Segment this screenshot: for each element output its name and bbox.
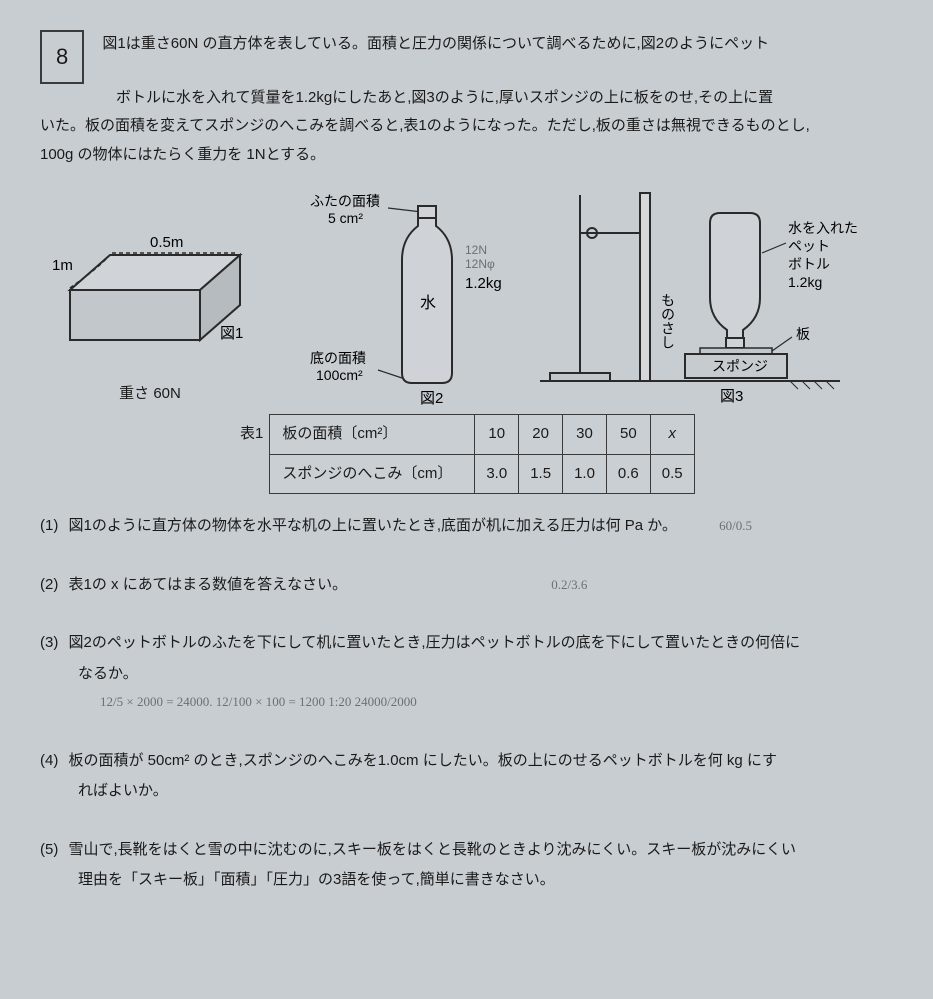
fig1-caption: 図1	[220, 325, 243, 342]
cell: x	[650, 415, 694, 455]
svg-text:図3: 図3	[720, 388, 743, 405]
figure-3: ものさし 水を入れた ペット ボトル 1.2kg 板 スポン	[540, 183, 900, 408]
svg-text:水: 水	[420, 294, 436, 312]
q4-text-a: 板の面積が 50cm² のとき,スポンジのへこみを1.0cm にしたい。板の上に…	[69, 752, 778, 769]
q3-text-a: 図2のペットボトルのふたを下にして机に置いたとき,圧力はペットボトルの底を下にし…	[69, 634, 801, 651]
bottle-svg: ふたの面積 5 cm² 水 1.2kg 12N 12Nφ 底の面積 100cm²…	[280, 188, 530, 408]
cell: 1.5	[519, 454, 563, 494]
q5-text-a: 雪山で,長靴をはくと雪の中に沈むのに,スキー板をはくと長靴のときより沈みにくい。…	[69, 841, 796, 858]
svg-text:水を入れた: 水を入れた	[788, 220, 858, 236]
question-number-box: 8	[40, 30, 84, 84]
q1-num: (1)	[40, 517, 58, 534]
q2-handwriting: 0.2/3.6	[551, 573, 587, 598]
svg-text:1.2kg: 1.2kg	[465, 275, 502, 292]
figures-row: 1m 0.5m 図1 重さ 60N ふたの面積 5 cm² 水 1.2kg 12…	[40, 183, 893, 408]
subquestion-3: (3) 図2のペットボトルのふたを下にして机に置いたとき,圧力はペットボトルの底…	[40, 629, 893, 717]
q1-text: 図1のように直方体の物体を水平な机の上に置いたとき,底面が机に加える圧力は何 P…	[69, 517, 677, 534]
svg-text:5 cm²: 5 cm²	[328, 210, 363, 226]
table-1: 表1 板の面積〔cm²〕 10 20 30 50 x スポンジのへこみ〔cm〕 …	[240, 414, 893, 494]
svg-text:板: 板	[796, 326, 810, 342]
row2-label: スポンジのへこみ〔cm〕	[270, 454, 475, 494]
table-title: 表1	[240, 414, 263, 449]
dim-0.5m: 0.5m	[150, 234, 183, 251]
subquestion-4: (4) 板の面積が 50cm² のとき,スポンジのへこみを1.0cm にしたい。…	[40, 747, 893, 806]
svg-text:スポンジ: スポンジ	[712, 358, 768, 374]
svg-text:12N: 12N	[465, 243, 487, 257]
svg-text:100cm²: 100cm²	[316, 367, 363, 383]
svg-text:1.2kg: 1.2kg	[788, 274, 822, 290]
problem-intro: 8 図1は重さ60N の直方体を表している。面積と圧力の関係について調べるために…	[40, 30, 893, 169]
q4-text-b: ればよいか。	[78, 777, 893, 806]
svg-text:ものさし: ものさし	[660, 293, 676, 349]
svg-text:ペット: ペット	[788, 238, 830, 254]
q3-text-b: なるか。	[78, 660, 893, 689]
table-row: スポンジのへこみ〔cm〕 3.0 1.5 1.0 0.6 0.5	[270, 454, 694, 494]
cell: 20	[519, 415, 563, 455]
cell: 50	[606, 415, 650, 455]
q1-handwriting: 60/0.5	[719, 514, 752, 539]
intro-line-4: 100g の物体にはたらく重力を 1Nとする。	[40, 141, 893, 170]
cell: 3.0	[475, 454, 519, 494]
q5-text-b: 理由を「スキー板」「面積」「圧力」の3語を使って,簡単に書きなさい。	[78, 866, 893, 895]
q4-num: (4)	[40, 752, 58, 769]
dim-1m: 1m	[52, 257, 73, 274]
figure-1: 1m 0.5m 図1 重さ 60N	[40, 210, 260, 409]
fig1-weight: 重さ 60N	[119, 380, 181, 409]
svg-text:図2: 図2	[420, 390, 443, 407]
cell: 1.0	[563, 454, 607, 494]
q2-num: (2)	[40, 576, 58, 593]
data-table: 板の面積〔cm²〕 10 20 30 50 x スポンジのへこみ〔cm〕 3.0…	[269, 414, 694, 494]
q3-handwriting: 12/5 × 2000 = 24000. 12/100 × 100 = 1200…	[100, 690, 417, 715]
intro-line-2: ボトルに水を入れて質量を1.2kgにしたあと,図3のように,厚いスポンジの上に板…	[116, 84, 893, 113]
subquestion-1: (1) 図1のように直方体の物体を水平な机の上に置いたとき,底面が机に加える圧力…	[40, 512, 893, 541]
subquestion-5: (5) 雪山で,長靴をはくと雪の中に沈むのに,スキー板をはくと長靴のときより沈み…	[40, 836, 893, 895]
intro-line-1: 図1は重さ60N の直方体を表している。面積と圧力の関係について調べるために,図…	[102, 35, 769, 52]
row1-label: 板の面積〔cm²〕	[270, 415, 475, 455]
svg-text:底の面積: 底の面積	[310, 350, 366, 366]
q3-num: (3)	[40, 634, 58, 651]
subquestion-2: (2) 表1の x にあてはまる数値を答えなさい。 0.2/3.6	[40, 571, 893, 600]
q5-num: (5)	[40, 841, 58, 858]
q2-text: 表1の x にあてはまる数値を答えなさい。	[69, 576, 348, 593]
svg-text:ボトル: ボトル	[788, 256, 830, 272]
figure-2: ふたの面積 5 cm² 水 1.2kg 12N 12Nφ 底の面積 100cm²…	[280, 188, 530, 408]
cell: 0.5	[650, 454, 694, 494]
cell: 0.6	[606, 454, 650, 494]
svg-text:12Nφ: 12Nφ	[465, 257, 495, 271]
cuboid-svg: 1m 0.5m 図1	[40, 210, 260, 380]
intro-line-3: いた。板の面積を変えてスポンジのへこみを調べると,表1のようになった。ただし,板…	[40, 112, 893, 141]
cell: 30	[563, 415, 607, 455]
cell: 10	[475, 415, 519, 455]
table-row: 板の面積〔cm²〕 10 20 30 50 x	[270, 415, 694, 455]
apparatus-svg: ものさし 水を入れた ペット ボトル 1.2kg 板 スポン	[540, 183, 900, 408]
svg-text:ふたの面積: ふたの面積	[310, 193, 380, 209]
